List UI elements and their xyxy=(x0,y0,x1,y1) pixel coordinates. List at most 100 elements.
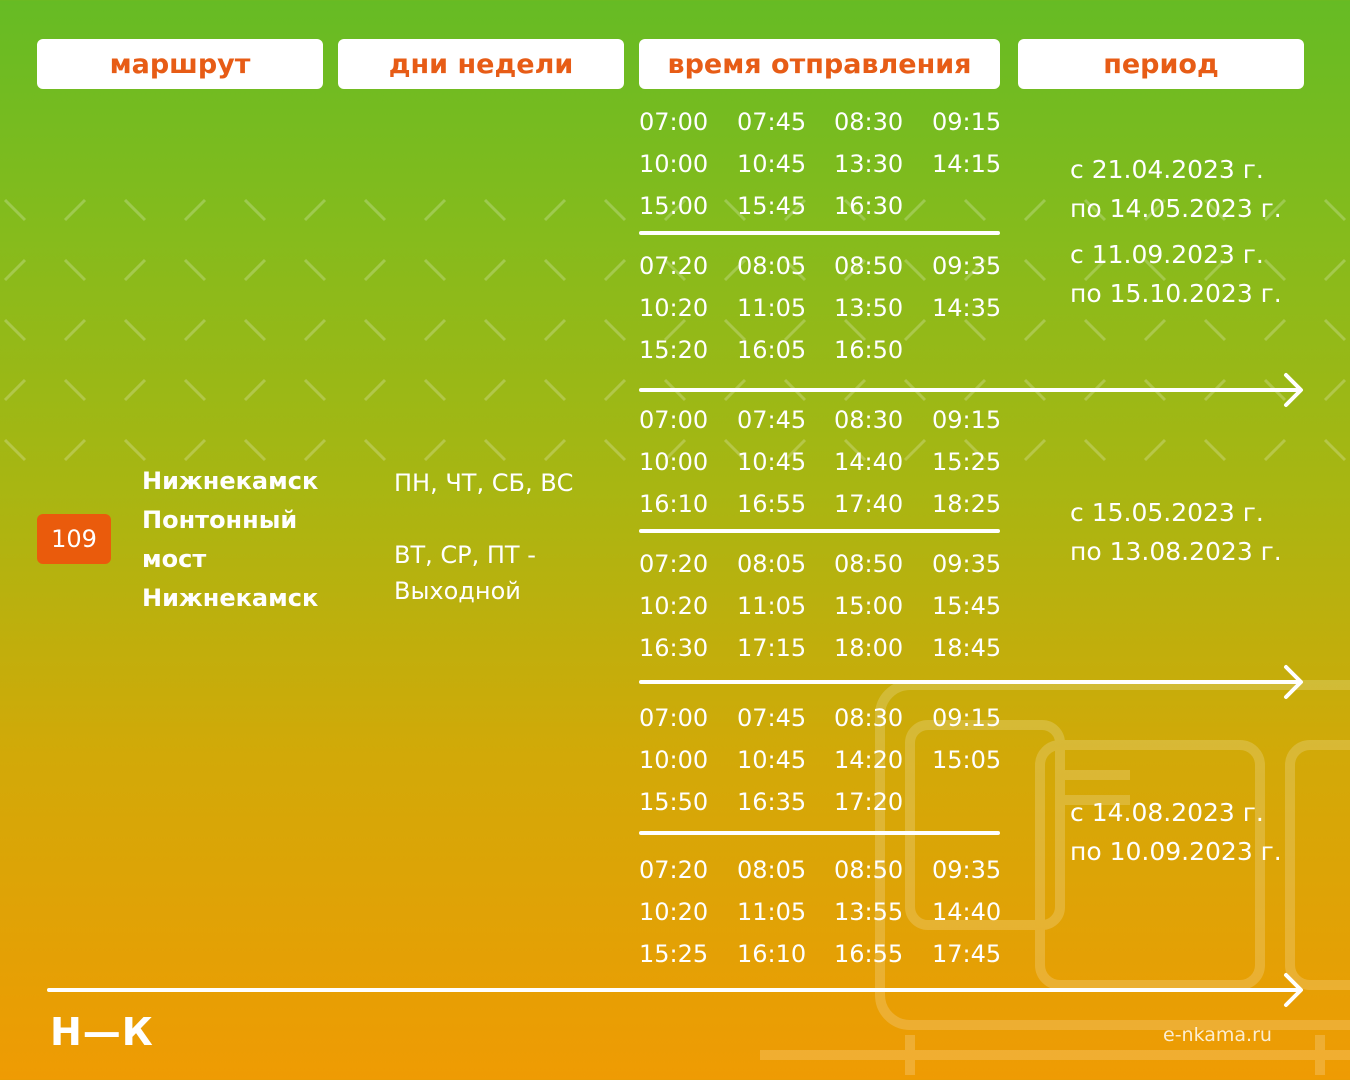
departure-time: 16:10 xyxy=(737,940,807,968)
period-block-3: с 14.08.2023 г. по 10.09.2023 г. xyxy=(1070,793,1340,871)
departure-time: 17:40 xyxy=(834,490,904,518)
logo: Н—К xyxy=(50,1010,154,1054)
departure-time: 07:00 xyxy=(639,108,709,136)
departure-time: 16:55 xyxy=(737,490,807,518)
arrow-right-icon xyxy=(1284,665,1303,699)
divider-line xyxy=(639,529,1000,533)
departure-time: 15:25 xyxy=(639,940,709,968)
departure-time: 16:05 xyxy=(737,336,807,364)
departure-time: 09:15 xyxy=(932,704,1002,732)
departure-time: 11:05 xyxy=(737,294,807,322)
departure-time: 07:20 xyxy=(639,550,709,578)
times-grid-s1a: 07:00 07:45 08:30 09:15 10:00 10:45 14:40 15:25… xyxy=(639,399,1019,525)
departure-time: 07:00 xyxy=(639,406,709,434)
arrow-line xyxy=(639,388,1299,392)
period-line: по 14.05.2023 г. xyxy=(1070,194,1282,223)
departure-time: 16:30 xyxy=(639,634,709,662)
departure-time: 15:20 xyxy=(639,336,709,364)
departure-time: 09:35 xyxy=(932,550,1002,578)
bus-illustration xyxy=(760,680,1350,1075)
header-days: дни недели xyxy=(338,39,624,89)
departure-time: 07:45 xyxy=(737,704,807,732)
departure-time: 16:10 xyxy=(639,490,709,518)
departure-time: 09:15 xyxy=(932,108,1002,136)
departure-time: 14:40 xyxy=(932,898,1002,926)
departure-time: 18:45 xyxy=(932,634,1002,662)
departure-time: 07:00 xyxy=(639,704,709,732)
divider-line xyxy=(639,231,1000,235)
departure-time: 09:15 xyxy=(932,406,1002,434)
off-days-label: Выходной xyxy=(394,577,521,605)
departure-time: 08:30 xyxy=(834,406,904,434)
departure-time: 15:45 xyxy=(737,192,807,220)
departure-time: 08:30 xyxy=(834,108,904,136)
divider-line xyxy=(639,831,1000,835)
period-line: по 15.10.2023 г. xyxy=(1070,279,1282,308)
departure-time: 10:00 xyxy=(639,150,709,178)
stop-name: Нижнекамск xyxy=(142,467,319,495)
departure-time: 17:15 xyxy=(737,634,807,662)
stop-name: Нижнекамск xyxy=(142,584,319,612)
times-grid-s0b: 07:20 08:05 08:50 09:35 10:20 11:05 13:50 14:35… xyxy=(639,245,1019,371)
departure-time: 10:20 xyxy=(639,898,709,926)
departure-time: 16:35 xyxy=(737,788,807,816)
departure-time: 16:55 xyxy=(834,940,904,968)
departure-time: 13:55 xyxy=(834,898,904,926)
departure-time: 10:00 xyxy=(639,448,709,476)
header-route: маршрут xyxy=(37,39,323,89)
departure-time: 15:45 xyxy=(932,592,1002,620)
departure-time: 14:20 xyxy=(834,746,904,774)
departure-time: 07:20 xyxy=(639,252,709,280)
period-line: по 10.09.2023 г. xyxy=(1070,837,1282,866)
departure-time: 15:00 xyxy=(834,592,904,620)
departure-time: 08:30 xyxy=(834,704,904,732)
stop-name: Понтонный xyxy=(142,506,298,534)
times-grid-s1b: 07:20 08:05 08:50 09:35 10:20 11:05 15:00 15:45… xyxy=(639,543,1019,669)
departure-time: 08:05 xyxy=(737,550,807,578)
departure-time: 10:45 xyxy=(737,150,807,178)
departure-time: 15:50 xyxy=(639,788,709,816)
departure-time xyxy=(932,329,1019,371)
departure-time: 07:45 xyxy=(737,406,807,434)
off-days: ВТ, СР, ПТ - Выходной xyxy=(394,537,624,609)
departure-time: 10:20 xyxy=(639,592,709,620)
departure-time: 08:50 xyxy=(834,550,904,578)
departure-time: 10:45 xyxy=(737,746,807,774)
departure-time: 10:45 xyxy=(737,448,807,476)
period-block-1: с 21.04.2023 г. по 14.05.2023 г. с 11.09… xyxy=(1070,150,1340,313)
departure-time: 14:40 xyxy=(834,448,904,476)
header-departure-time: время отправления xyxy=(639,39,1000,89)
route-number-badge: 109 xyxy=(37,514,111,564)
departure-time xyxy=(932,781,1019,823)
stop-name: мост xyxy=(142,545,207,573)
route-stops: Нижнекамск Понтонный мост Нижнекамск xyxy=(142,462,372,618)
departure-time: 15:00 xyxy=(639,192,709,220)
departure-time: 08:50 xyxy=(834,856,904,884)
period-line: по 13.08.2023 г. xyxy=(1070,537,1282,566)
departure-time: 10:20 xyxy=(639,294,709,322)
departure-time: 16:50 xyxy=(834,336,904,364)
period-line: с 14.08.2023 г. xyxy=(1070,798,1264,827)
arrow-right-icon xyxy=(1284,973,1303,1007)
off-days-list: ВТ, СР, ПТ - xyxy=(394,541,536,569)
arrow-line xyxy=(639,680,1299,684)
departure-time: 09:35 xyxy=(932,252,1002,280)
departure-time: 17:45 xyxy=(932,940,1002,968)
departure-time xyxy=(932,185,1019,227)
departure-time: 15:25 xyxy=(932,448,1002,476)
departure-time: 18:00 xyxy=(834,634,904,662)
departure-time: 08:05 xyxy=(737,252,807,280)
working-days: ПН, ЧТ, СБ, ВС xyxy=(394,469,574,497)
departure-time: 15:05 xyxy=(932,746,1002,774)
website-link[interactable]: e-nkama.ru xyxy=(1163,1024,1272,1046)
period-line: с 15.05.2023 г. xyxy=(1070,498,1264,527)
departure-time: 13:50 xyxy=(834,294,904,322)
arrow-right-icon xyxy=(1284,373,1303,407)
departure-time: 17:20 xyxy=(834,788,904,816)
departure-time: 18:25 xyxy=(932,490,1002,518)
departure-time: 09:35 xyxy=(932,856,1002,884)
departure-time: 08:50 xyxy=(834,252,904,280)
period-line: с 11.09.2023 г. xyxy=(1070,240,1264,269)
times-grid-s2a: 07:00 07:45 08:30 09:15 10:00 10:45 14:20 15:05… xyxy=(639,697,1019,823)
departure-time: 11:05 xyxy=(737,898,807,926)
